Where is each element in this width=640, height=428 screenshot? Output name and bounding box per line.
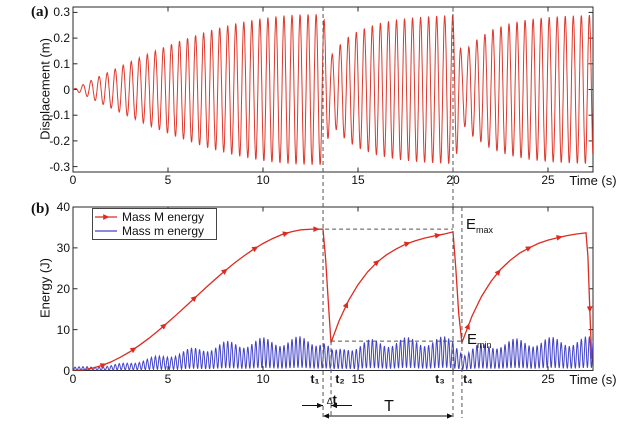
mass-M-energy-curve	[73, 228, 593, 371]
plot-a-x-tick-1: 5	[164, 173, 172, 187]
legend-label-1: Mass m energy	[122, 224, 205, 238]
plot-b-y-tick-2: 20	[56, 281, 70, 296]
plot-b-y-tick-0: 0	[63, 363, 70, 378]
e-max-main: E	[466, 216, 477, 233]
curve-arrow-marker	[251, 246, 259, 253]
displacement-curve	[73, 14, 593, 165]
curve-arrow-marker	[190, 295, 198, 303]
mass-M-energy-markers	[73, 226, 593, 371]
dimension-arrowhead	[317, 402, 324, 409]
curve-arrow-marker	[434, 232, 442, 239]
dimension-arrowhead	[331, 402, 338, 409]
plot-a-y-tick-1: 0.2	[53, 31, 70, 46]
plot-a-x-tick-0: 0	[69, 173, 77, 187]
dimension-arrowhead	[323, 413, 330, 419]
mass-m-energy-curve	[73, 336, 593, 371]
plot-a-y-tick-3: 0	[63, 82, 70, 97]
curve-arrow-marker	[342, 301, 349, 309]
curve-arrow-marker	[403, 241, 411, 248]
plot-a-y-tick-6: -0.3	[49, 159, 70, 174]
plot-b-x-tick-2: 10	[256, 372, 270, 386]
plot-a-x-tick-5: 25	[541, 173, 555, 187]
e-min-main: E	[467, 331, 478, 348]
curve-arrow-marker	[586, 306, 593, 313]
legend-sample-1	[95, 230, 117, 232]
plot-b-xlabel: Time (s)	[569, 372, 617, 387]
period-label: T	[384, 398, 394, 415]
legend-item-1: Mass m energy	[93, 224, 216, 238]
plot-b-y-tick-3: 30	[56, 240, 70, 255]
curve-arrow-marker	[282, 231, 290, 237]
curve-arrow-marker	[494, 269, 501, 276]
plot-b-x-tick-1: 5	[164, 372, 172, 386]
delta-t-label: ∆t	[327, 392, 337, 407]
curve-arrow-marker	[372, 259, 380, 267]
curve-arrow-marker	[464, 323, 470, 330]
plot-a-y-tick-5: -0.2	[49, 133, 70, 148]
curve-arrow-marker	[129, 347, 137, 354]
panel-a-tag: (a)	[31, 4, 49, 20]
plot-a-xlabel: Time (s)	[569, 173, 617, 188]
curve-arrow-marker	[160, 323, 167, 330]
legend-arrow-marker	[103, 214, 110, 220]
delta-symbol: ∆	[327, 396, 333, 406]
plot-a-y-tick-2: 0.1	[53, 56, 70, 71]
dimension-arrowhead	[447, 413, 453, 419]
curve-arrow-marker	[220, 268, 228, 275]
panel-b-tag: (b)	[31, 201, 50, 217]
plot-a-x-tick-3: 15	[351, 173, 365, 187]
t1-label: t₁	[310, 372, 320, 386]
plot-b-x-tick-0: 0	[69, 372, 77, 386]
e-min-sub: min	[477, 340, 492, 350]
curve-arrow-marker	[313, 226, 320, 232]
legend-box: Mass M energy Mass m energy	[92, 208, 217, 240]
legend-sample-0	[95, 214, 117, 220]
legend-label-0: Mass M energy	[122, 210, 205, 224]
plot-b-x-tick-3: 15	[351, 372, 365, 386]
curve-arrow-marker	[525, 246, 533, 252]
e-max-sub: max	[476, 225, 494, 235]
plot-b-x-tick-4: 25	[541, 372, 555, 386]
e-min-label: Emin	[467, 331, 492, 350]
plot-a-y-tick-0: 0.3	[53, 5, 70, 20]
e-max-label: Emax	[466, 216, 493, 235]
plot-a-x-tick-2: 10	[256, 173, 270, 187]
plot-a-x-tick-4: 20	[446, 173, 460, 187]
plot-a-y-tick-4: -0.1	[49, 108, 70, 123]
t2-label: t₂	[335, 372, 345, 386]
curve-arrow-marker	[99, 363, 107, 369]
curve-arrow-marker	[556, 234, 563, 241]
plot-b-y-tick-4: 40	[56, 200, 70, 214]
t3-label: t₃	[435, 372, 445, 386]
plot-b-y-tick-1: 10	[56, 322, 70, 337]
legend-item-0: Mass M energy	[93, 210, 216, 224]
delta-t-main: t	[332, 392, 337, 407]
t4-label: t₄	[463, 372, 473, 386]
